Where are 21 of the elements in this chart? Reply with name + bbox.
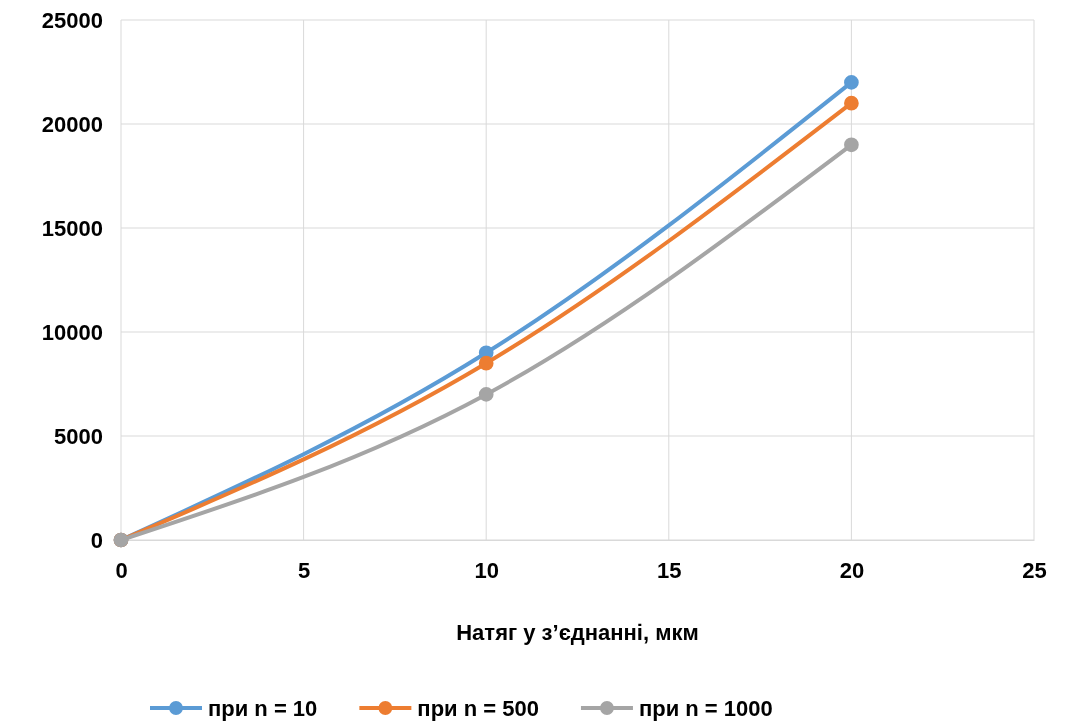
y-tick-label: 5000 bbox=[54, 423, 103, 449]
x-axis-title: Натяг у з’єднанні, мкм bbox=[456, 620, 699, 645]
legend-label: при n = 500 bbox=[417, 696, 539, 721]
point bbox=[478, 355, 494, 371]
y-tick-label: 20000 bbox=[41, 111, 103, 137]
x-tick-label: 10 bbox=[474, 557, 499, 583]
y-tick-label: 10000 bbox=[41, 319, 103, 345]
x-tick-label: 15 bbox=[657, 557, 682, 583]
legend-label: при n = 1000 bbox=[638, 696, 773, 721]
x-tick-label: 5 bbox=[297, 557, 311, 583]
x-tick-label: 25 bbox=[1022, 557, 1047, 583]
y-tick-label: 0 bbox=[90, 527, 103, 553]
x-tick-label: 20 bbox=[839, 557, 865, 583]
y-tick-label: 15000 bbox=[41, 215, 103, 241]
legend-label: при n = 10 bbox=[208, 696, 318, 721]
y-tick-label: 25000 bbox=[41, 7, 103, 33]
point bbox=[478, 387, 494, 402]
point bbox=[844, 137, 859, 153]
point bbox=[844, 95, 859, 111]
x-tick-label: 0 bbox=[115, 557, 128, 583]
point bbox=[844, 75, 859, 90]
